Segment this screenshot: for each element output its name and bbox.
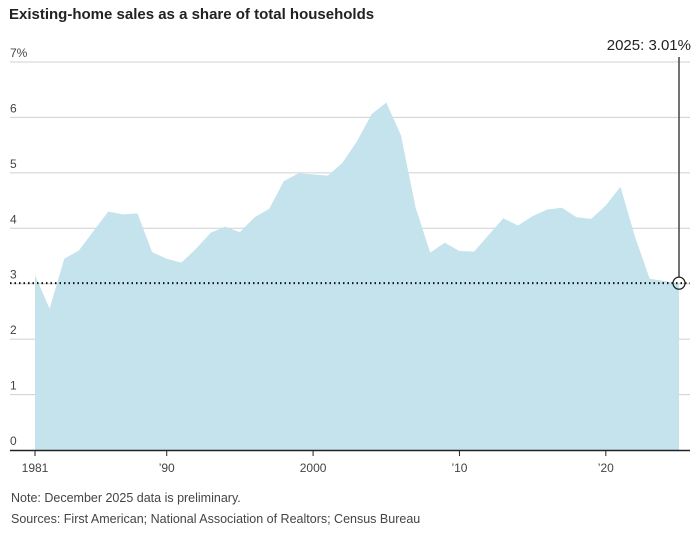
share-area [35,102,679,450]
y-tick-label: 3 [10,268,17,282]
x-tick-label: ’90 [159,461,175,475]
chart-title: Existing-home sales as a share of total … [9,6,375,23]
annotation-marker [672,276,686,290]
x-axis: 1981 ’90 2000 ’10 ’20 [10,449,690,475]
y-tick-label: 6 [10,101,17,115]
x-tick-label: ’20 [598,461,614,475]
y-tick-label: 4 [10,212,17,226]
plot-area [35,102,679,450]
x-tick-label: 1981 [22,461,49,475]
y-tick-label: 0 [10,434,17,448]
chart-note: Note: December 2025 data is preliminary. [11,491,241,505]
annotation-layer: 2025: 3.01% [607,37,691,290]
y-tick-label: 7% [10,46,28,60]
x-tick-label: ’10 [451,461,467,475]
chart-sources: Sources: First American; National Associ… [11,512,421,526]
y-tick-label: 2 [10,323,17,337]
x-tick-label: 2000 [300,461,327,475]
annotation-label: 2025: 3.01% [607,37,691,54]
y-tick-label: 5 [10,157,17,171]
y-tick-label: 1 [10,379,17,393]
